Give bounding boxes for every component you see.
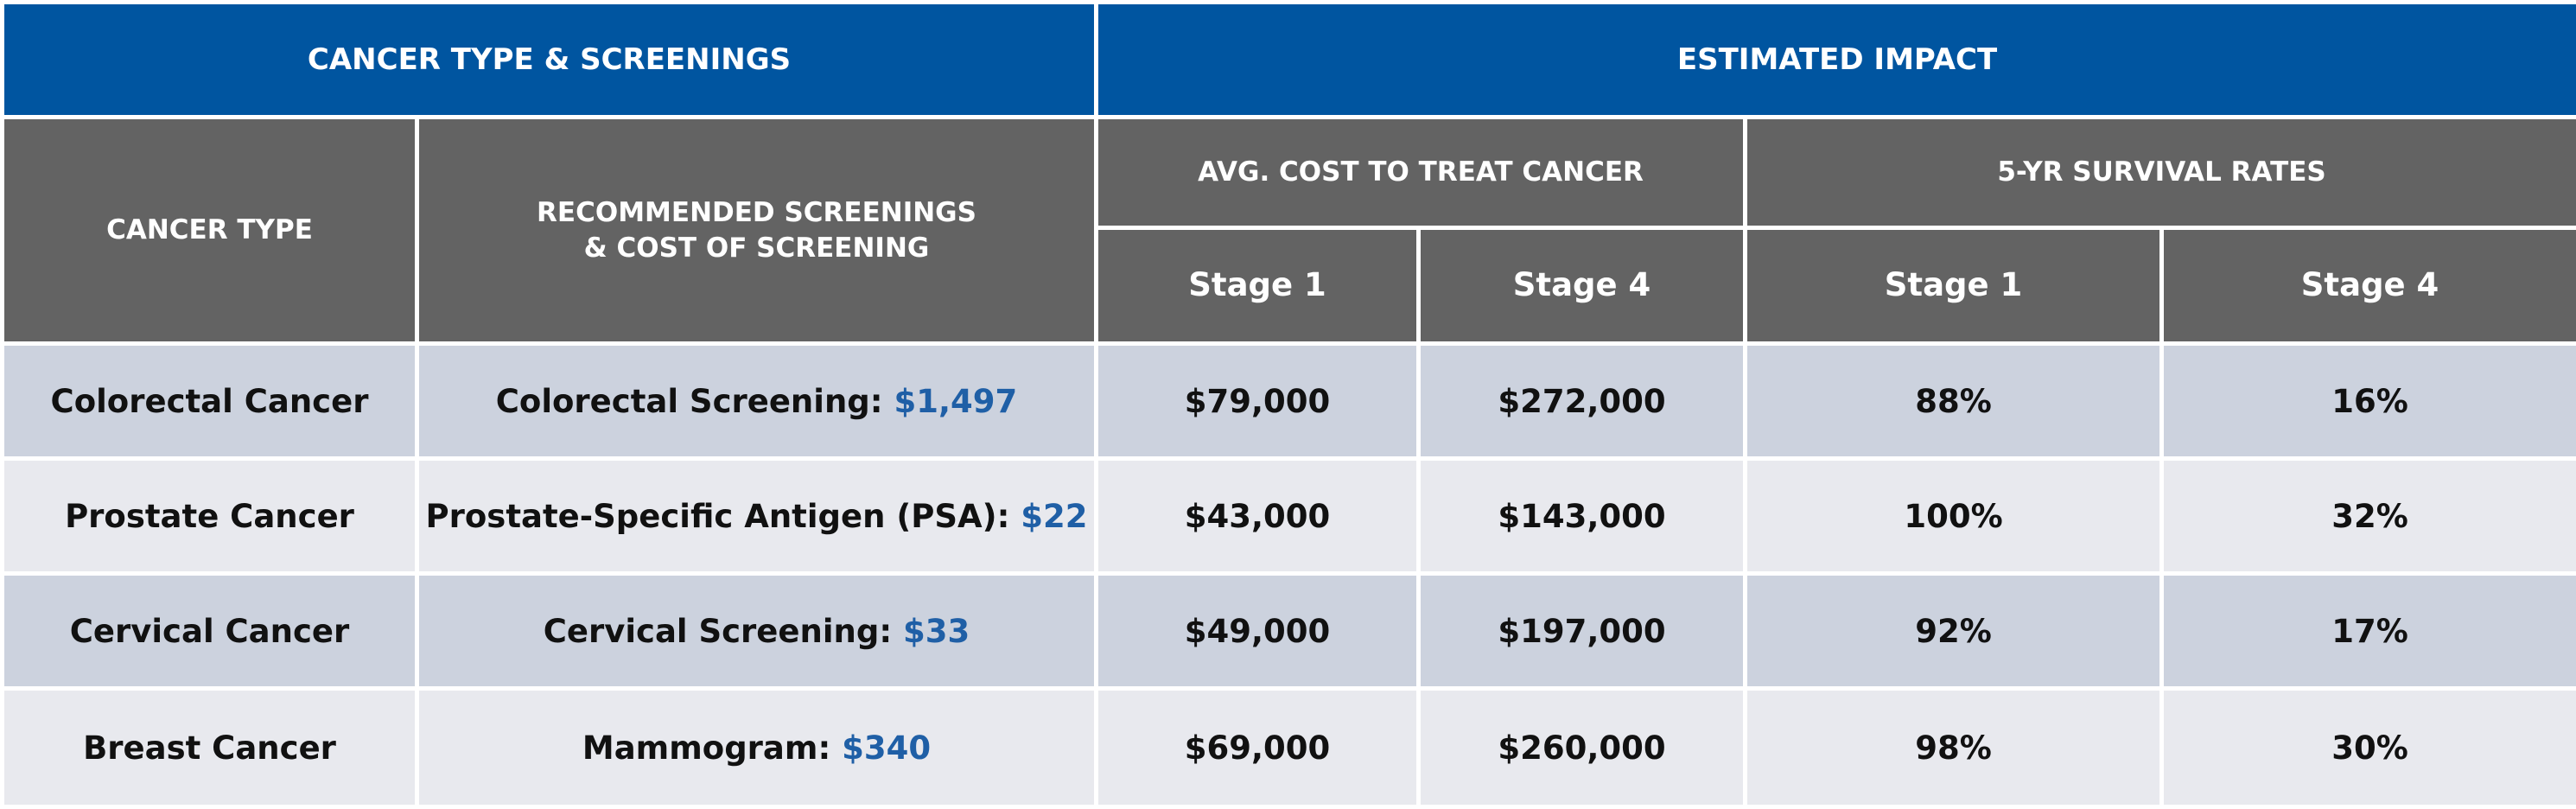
group-header: ESTIMATED IMPACT bbox=[1097, 3, 2576, 118]
column-header: RECOMMENDED SCREENINGS & COST OF SCREENI… bbox=[417, 118, 1097, 344]
screening-cost: $22 bbox=[1021, 498, 1087, 535]
screening-name: Mammogram: bbox=[582, 729, 830, 767]
survival-stage-1: 98% bbox=[1746, 689, 2162, 807]
column-header-row: CANCER TYPE RECOMMENDED SCREENINGS & COS… bbox=[3, 118, 2576, 228]
column-header: CANCER TYPE bbox=[3, 118, 417, 344]
survival-stage-4: 32% bbox=[2162, 459, 2576, 574]
stage-header: Stage 4 bbox=[2162, 228, 2576, 344]
survival-stage-1: 100% bbox=[1746, 459, 2162, 574]
cancer-type: Colorectal Cancer bbox=[3, 344, 417, 459]
screening: Cervical Screening: $33 bbox=[417, 574, 1097, 689]
table-body: CANCER TYPE & SCREENINGS ESTIMATED IMPAC… bbox=[3, 3, 2576, 807]
cost-stage-1: $79,000 bbox=[1097, 344, 1419, 459]
survival-stage-4: 16% bbox=[2162, 344, 2576, 459]
screening: Colorectal Screening: $1,497 bbox=[417, 344, 1097, 459]
cost-stage-1: $69,000 bbox=[1097, 689, 1419, 807]
screening: Mammogram: $340 bbox=[417, 689, 1097, 807]
column-header: AVG. COST TO TREAT CANCER bbox=[1097, 118, 1746, 228]
group-header: CANCER TYPE & SCREENINGS bbox=[3, 3, 1097, 118]
cost-stage-4: $197,000 bbox=[1419, 574, 1746, 689]
screening-name: Colorectal Screening: bbox=[496, 383, 883, 420]
screening-name: Prostate-Specific Antigen (PSA): bbox=[426, 498, 1010, 535]
screening-cost: $1,497 bbox=[894, 383, 1017, 420]
cost-stage-1: $49,000 bbox=[1097, 574, 1419, 689]
column-header: 5-YR SURVIVAL RATES bbox=[1746, 118, 2576, 228]
screening-name: Cervical Screening: bbox=[544, 613, 892, 650]
stage-header: Stage 1 bbox=[1097, 228, 1419, 344]
survival-stage-4: 30% bbox=[2162, 689, 2576, 807]
cancer-type: Prostate Cancer bbox=[3, 459, 417, 574]
survival-stage-1: 92% bbox=[1746, 574, 2162, 689]
stage-header: Stage 4 bbox=[1419, 228, 1746, 344]
cost-stage-1: $43,000 bbox=[1097, 459, 1419, 574]
cost-stage-4: $272,000 bbox=[1419, 344, 1746, 459]
screening: Prostate-Specific Antigen (PSA): $22 bbox=[417, 459, 1097, 574]
stage-header: Stage 1 bbox=[1746, 228, 2162, 344]
cost-stage-4: $260,000 bbox=[1419, 689, 1746, 807]
cancer-type: Breast Cancer bbox=[3, 689, 417, 807]
group-header-row: CANCER TYPE & SCREENINGS ESTIMATED IMPAC… bbox=[3, 3, 2576, 118]
survival-stage-4: 17% bbox=[2162, 574, 2576, 689]
cost-stage-4: $143,000 bbox=[1419, 459, 1746, 574]
survival-stage-1: 88% bbox=[1746, 344, 2162, 459]
screening-cost: $33 bbox=[903, 613, 970, 650]
cancer-type: Cervical Cancer bbox=[3, 574, 417, 689]
screening-cost: $340 bbox=[842, 729, 931, 767]
